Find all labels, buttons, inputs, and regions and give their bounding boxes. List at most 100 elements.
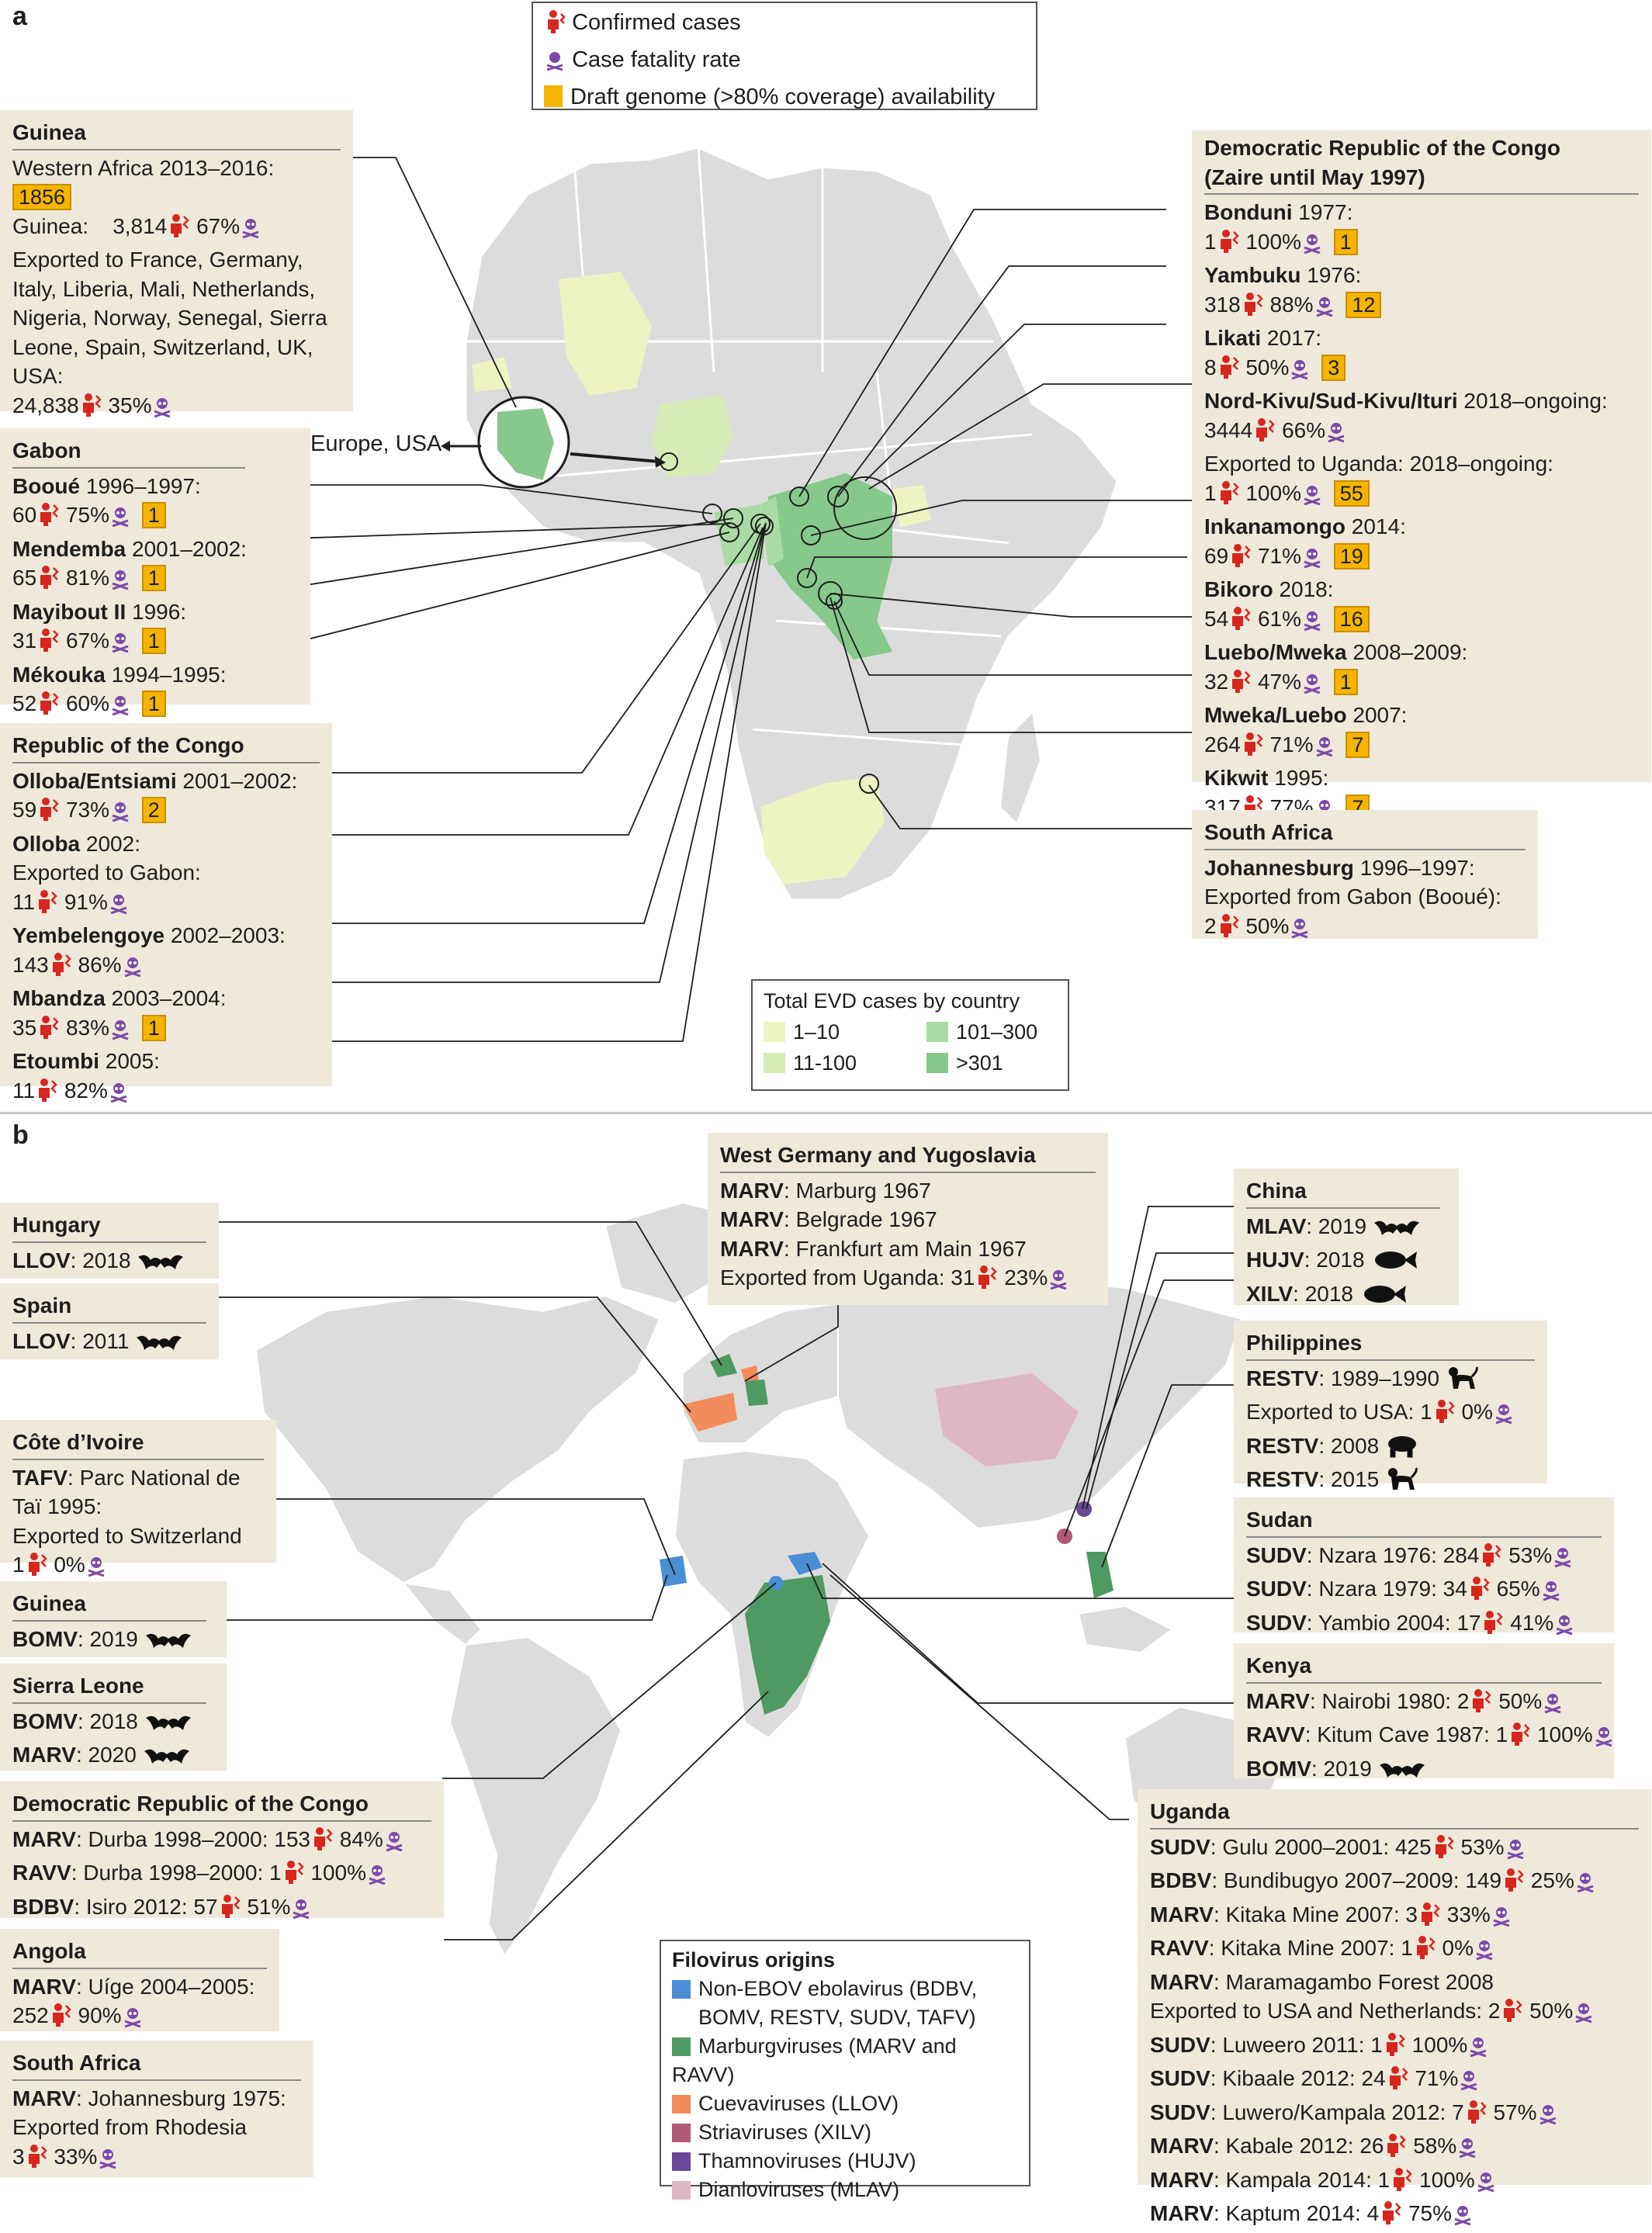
panel-a: a — [0, 0, 1652, 1106]
outbreak-cfr: 57% — [1493, 2100, 1537, 2124]
drc-years: 2014: — [1345, 514, 1406, 538]
confirmed-case-icon — [35, 889, 58, 922]
wg-virus-2: MARV — [720, 1207, 784, 1231]
china-year-2: : 2018 — [1304, 1248, 1365, 1272]
outbreak-cfr: 51% — [247, 1894, 291, 1919]
kenya-cfr-1: 50% — [1498, 1688, 1543, 1713]
drc-place: Bonduni — [1204, 200, 1293, 224]
guinea-genome-count: 1856 — [12, 184, 72, 210]
roc-cases-4: 35 — [12, 1015, 37, 1040]
outbreak-cfr: 25% — [1530, 1868, 1574, 1892]
world-map — [206, 1201, 1282, 1957]
outbreak-text: : Isiro 2012: 57 — [74, 1894, 218, 1919]
indonesia — [1077, 1605, 1173, 1654]
sierra-year-2: : 2020 — [75, 1743, 137, 1767]
evd-legend-c3: 101–300 — [956, 1020, 1038, 1044]
confirmed-case-icon — [36, 797, 60, 829]
drc-years: 2007: — [1346, 703, 1408, 727]
roc-export-2: Exported to Gabon: — [12, 860, 201, 885]
origin-swatch — [672, 2181, 691, 2200]
ph-text-4: : 2015 — [1318, 1467, 1380, 1491]
confirmed-case-icon — [25, 2144, 48, 2176]
guinea-country-label: Guinea: — [12, 213, 89, 238]
confirmed-case-icon — [1383, 2032, 1406, 2065]
skull-icon — [1542, 1691, 1564, 1721]
monkey-icon — [1385, 1466, 1419, 1499]
drc-place: Luebo/Mweka — [1204, 640, 1347, 664]
gabon-title: Gabon — [12, 436, 245, 469]
wg-text-1: : Marburg 1967 — [783, 1178, 931, 1203]
bat-icon — [1373, 1215, 1421, 1246]
skull-icon — [1314, 735, 1335, 764]
angola-cfr: 90% — [78, 2003, 122, 2027]
virus-name: MARV — [1150, 2201, 1214, 2225]
angola-text: : Uíge 2004–2005: — [75, 1974, 255, 1999]
wg-cfr: 23% — [1004, 1265, 1048, 1290]
uganda-title: Uganda — [1150, 1797, 1639, 1830]
roc-cfr-2: 91% — [64, 889, 108, 914]
gabon-cases: 60 — [12, 503, 37, 527]
china-year-3: : 2018 — [1293, 1281, 1354, 1306]
gabon-cases: 65 — [12, 566, 37, 590]
cote-divoire-box: Côte d’Ivoire TAFV: Parc National de Taï… — [0, 1420, 276, 1577]
confirmed-case-icon — [1481, 1610, 1504, 1643]
origin-label-2: BOMV, RESTV, SUDV, TAFV) — [698, 2006, 976, 2029]
roc-cases-3: 143 — [12, 952, 49, 977]
leader-lines-a — [178, 157, 1203, 1042]
bat-icon — [135, 1330, 183, 1361]
drc-area — [768, 473, 892, 660]
drc-years: 2008–2009: — [1346, 640, 1468, 664]
confirmed-case-icon — [1479, 1542, 1502, 1575]
outbreak-cfr: 41% — [1510, 1610, 1554, 1635]
virus-name: BDBV — [1150, 1868, 1212, 1892]
ph-text-1: : 1989–1990 — [1318, 1366, 1440, 1390]
cote-text-1: : Parc National de — [68, 1465, 241, 1490]
outbreak-text: : Kabale 2012: 26 — [1213, 2134, 1384, 2158]
outbreak-text: : Bundibugyo 2007–2009: 149 — [1211, 1868, 1502, 1892]
skull-icon — [1467, 2035, 1489, 2065]
skull-icon — [240, 216, 261, 246]
gabon-place: Mendemba — [12, 536, 126, 561]
roc-box: Republic of the Congo Olloba/Entsiami 20… — [0, 723, 332, 1103]
gabon-cfr: 81% — [65, 566, 109, 590]
wg-virus-3: MARV — [720, 1236, 784, 1261]
drc-genome: 19 — [1333, 542, 1370, 570]
confirmed-case-icon — [1228, 543, 1252, 576]
outbreak-cfr: 58% — [1413, 2134, 1457, 2158]
skull-icon — [1301, 232, 1323, 261]
cote-title: Côte d’Ivoire — [12, 1428, 264, 1460]
madagascar — [1001, 714, 1040, 822]
panel-b-label: b — [12, 1120, 29, 1150]
origins-title: Filovirus origins — [672, 1948, 836, 1972]
virus-name: SUDV — [1150, 2100, 1210, 2124]
skull-icon — [1537, 2103, 1559, 2132]
skull-icon — [1552, 1546, 1574, 1575]
outbreak-text: : Gulu 2000–2001: 425 — [1210, 1834, 1432, 1859]
guinea-title: Guinea — [12, 118, 341, 151]
gabon-box: Gabon Booué 1996–1997: 60 75% 1 Mendemba 2… — [0, 428, 310, 717]
drc-place: Likati — [1204, 326, 1262, 350]
drc-cases: 264 — [1204, 732, 1241, 756]
roc-years-4: 2003–2004: — [105, 986, 227, 1010]
drc-cases: 318 — [1204, 292, 1241, 317]
cote-cfr: 0% — [54, 1553, 85, 1577]
sierra-year-1: : 2018 — [78, 1709, 138, 1733]
roc-place-1: Olloba/Entsiami — [12, 768, 177, 793]
bat-icon — [144, 1628, 192, 1659]
ph-text-2: Exported to USA: 1 — [1246, 1400, 1432, 1424]
skull-icon — [109, 631, 131, 660]
evd-cases-legend: Total EVD cases by country 1–10 11-100 1… — [751, 979, 1069, 1091]
outbreak-text: : Nzara 1979: 34 — [1306, 1577, 1467, 1601]
virus-name: MARV — [1150, 1969, 1214, 1994]
origin-swatch — [672, 2095, 691, 2114]
outbreak-cfr: 53% — [1508, 1542, 1553, 1567]
outbreak-cfr: 100% — [310, 1861, 367, 1885]
origin-swatch — [672, 2037, 691, 2056]
south-africa-area — [760, 776, 885, 885]
china-virus-1: MLAV — [1246, 1213, 1307, 1238]
drc-title-1: Democratic Republic of the Congo — [1204, 136, 1560, 160]
drc-cfr: 88% — [1269, 292, 1314, 317]
roc-place-4: Mbandza — [12, 986, 106, 1010]
skull-icon — [85, 1555, 107, 1584]
legend-cfr-label: Case fatality rate — [572, 47, 741, 72]
